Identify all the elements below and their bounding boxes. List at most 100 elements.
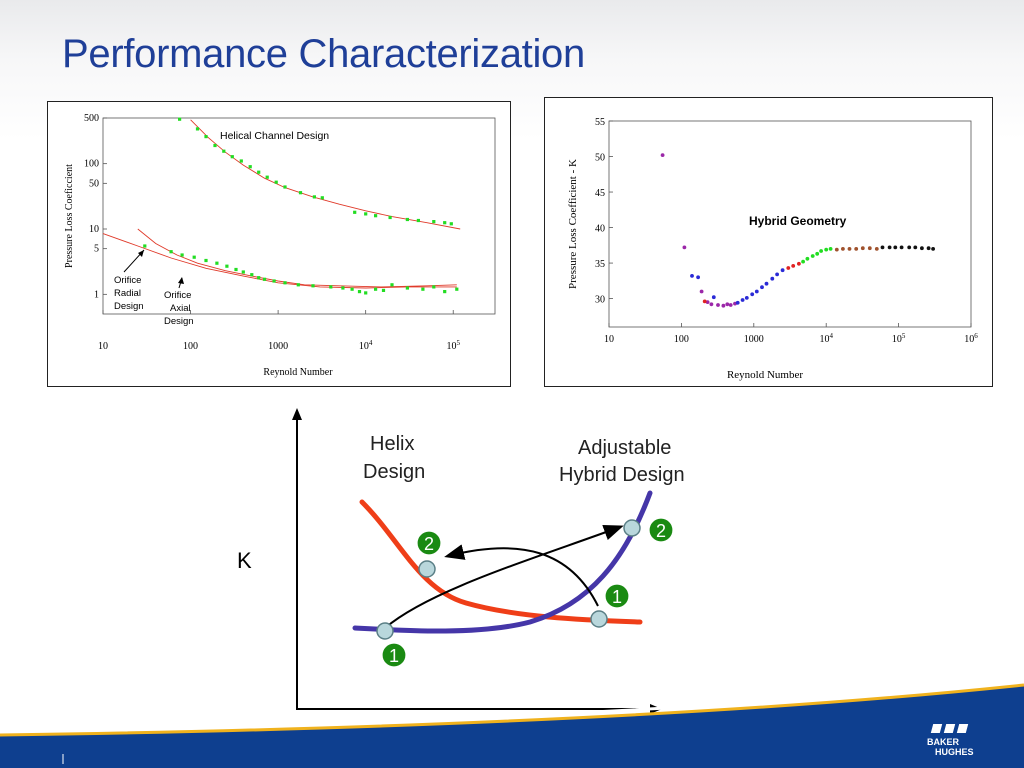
left-data-point	[222, 149, 226, 153]
right-data-point	[819, 249, 823, 253]
right-data-point	[725, 302, 730, 307]
right-data-point	[770, 276, 775, 281]
left-plot-frame	[102, 117, 496, 315]
left-data-point	[432, 220, 436, 224]
hybrid-point-1-node	[376, 622, 394, 640]
right-data-point	[705, 300, 710, 304]
left-y-tick-label: 500	[84, 113, 99, 124]
left-fit-curve	[137, 228, 457, 288]
left-data-point	[204, 135, 208, 139]
badge-helix-1-text: 1	[612, 587, 622, 607]
left-x-tick-label: 100	[183, 341, 198, 352]
right-data-point	[854, 247, 859, 251]
right-data-point	[893, 245, 898, 250]
left-data-point	[312, 195, 316, 199]
hybrid-geometry-chart: 55 50 45 40 35 30 10 100 1000 104 105 106 Pressure…	[544, 97, 993, 387]
helix-label-1: Helix	[370, 433, 414, 455]
k-concept-diagram: K Helix Design Adjustable Hybrid Design …	[230, 400, 730, 720]
right-chart-svg: 55 50 45 40 35 30 10 100 1000 104 105 106 Pressure…	[567, 117, 978, 381]
logo-text-hughes: HUGHES	[935, 747, 974, 757]
left-data-point	[272, 279, 276, 283]
right-y-tick-label: 40	[595, 224, 605, 235]
left-data-point	[405, 217, 409, 222]
left-data-point	[421, 287, 425, 291]
right-data-point	[926, 246, 931, 251]
right-data-point	[887, 245, 892, 250]
orifice-axial-label-3: Design	[164, 316, 194, 327]
right-data-point	[764, 281, 769, 286]
badge-helix-2: 2	[416, 530, 442, 556]
right-data-point	[699, 289, 704, 294]
left-y-tick-label: 1	[94, 289, 99, 300]
footer-gold-stripe	[0, 683, 1024, 737]
right-data-point	[740, 298, 745, 302]
footer-white-stripe	[0, 678, 1024, 732]
left-data-point	[283, 185, 287, 189]
right-data-point	[810, 254, 815, 258]
right-data-point	[702, 299, 707, 304]
left-data-point	[169, 250, 173, 254]
left-data-point	[143, 244, 147, 248]
hybrid-point-2-node	[623, 519, 641, 537]
badge-hybrid-1-text: 1	[389, 646, 399, 666]
left-data-point	[262, 277, 267, 281]
right-data-point	[920, 246, 924, 251]
concept-diagram-svg: K Helix Design Adjustable Hybrid Design …	[237, 408, 685, 714]
orifice-axial-label-2: Axial	[170, 303, 191, 314]
right-x-tick-label: 105	[892, 332, 906, 345]
left-data-point	[298, 191, 303, 195]
left-data-point	[213, 143, 217, 148]
left-data-point	[364, 291, 368, 295]
hybrid-design-curve	[352, 490, 653, 634]
right-data-point	[780, 268, 785, 273]
right-data-point	[824, 247, 829, 252]
right-data-point	[696, 275, 700, 280]
right-data-point	[899, 245, 904, 250]
left-data-point	[215, 261, 219, 265]
right-data-point	[754, 289, 759, 294]
left-x-axis-label: Reynold Number	[263, 367, 333, 378]
right-data-point	[907, 245, 912, 250]
left-data-point	[274, 180, 278, 184]
helix-point-1-node	[590, 610, 608, 628]
right-y-tick-label: 50	[595, 153, 605, 164]
right-x-axis-label: Reynold Number	[727, 369, 803, 381]
left-x-tick-label: 1000	[268, 341, 288, 352]
left-data-point	[449, 222, 453, 226]
arrow-helix-1-to-2	[444, 544, 599, 607]
left-x-tick-label: 104	[359, 339, 373, 352]
left-data-point	[405, 286, 409, 290]
y-axis-arrow	[292, 408, 302, 420]
left-data-point	[443, 221, 447, 225]
left-data-point	[250, 273, 254, 277]
right-y-axis-label: Pressure Loss Coefficient - K	[567, 159, 579, 289]
left-data-point	[388, 215, 392, 220]
left-data-point	[257, 276, 261, 280]
left-y-tick-label: 10	[89, 224, 99, 235]
left-data-point	[443, 290, 447, 294]
right-x-tick-label: 1000	[744, 334, 764, 345]
right-data-point	[744, 296, 749, 300]
left-data-point	[341, 286, 345, 290]
helical-orifice-chart: 500 100 50 10 5 1 10 100 1000 104 105 Pressure Lo…	[47, 101, 511, 387]
right-data-point	[750, 292, 755, 297]
badge-hybrid-2: 2	[648, 517, 674, 543]
left-y-tick-label: 100	[84, 159, 99, 170]
logo-text-baker: BAKER	[927, 737, 960, 747]
orifice-radial-label-3: Design	[114, 301, 144, 312]
left-data-point	[329, 285, 333, 289]
radial-arrow-head	[138, 250, 144, 257]
left-data-point	[296, 283, 300, 287]
right-y-tick-label: 30	[595, 295, 605, 306]
left-data-point	[357, 290, 362, 294]
left-data-point	[374, 214, 378, 218]
left-data-point	[381, 288, 386, 292]
left-data-point	[248, 165, 252, 169]
right-data-point	[828, 247, 833, 251]
left-y-tick-label: 5	[94, 244, 99, 255]
left-data-point	[353, 210, 357, 214]
hybrid-label-2: Hybrid Design	[559, 464, 685, 486]
right-data-point	[775, 272, 779, 277]
right-data-point	[760, 285, 764, 290]
